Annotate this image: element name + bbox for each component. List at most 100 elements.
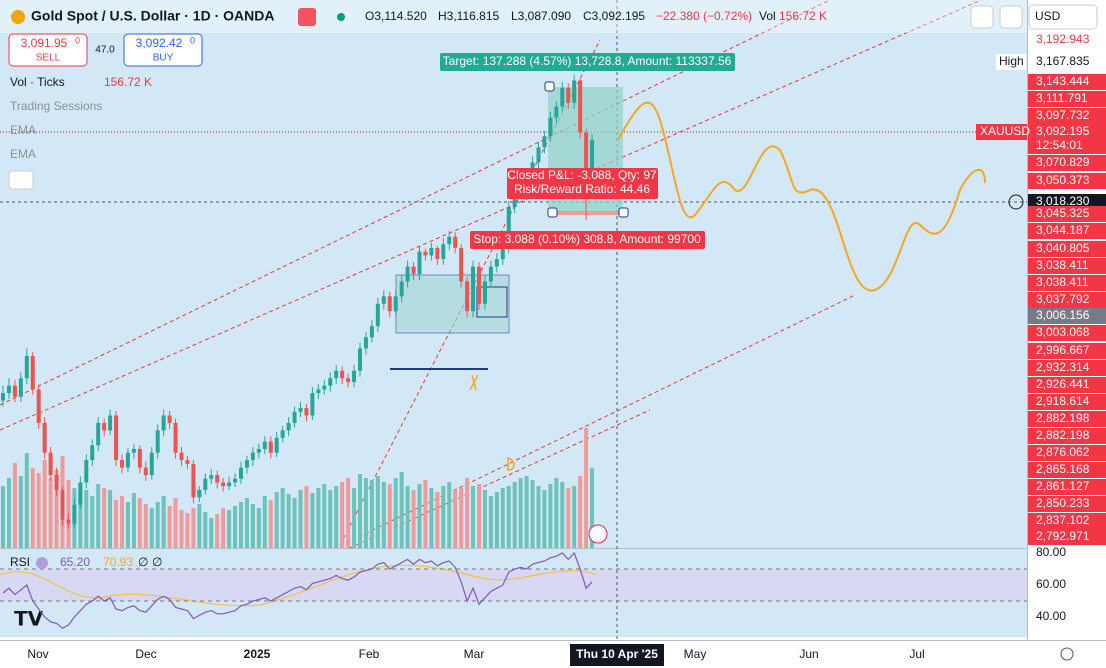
candle-body [233, 478, 238, 483]
candle-body [108, 415, 113, 431]
candle-body [352, 370, 357, 382]
volume-bar [554, 478, 559, 548]
price-label: 2,865.168 [1036, 462, 1090, 476]
time-label: 2025 [244, 647, 271, 661]
stop-label: Stop: 3.088 (0.10%) 308.8, Amount: 99700 [473, 232, 701, 246]
settings-icon[interactable] [1060, 647, 1074, 661]
price-label-bg [1028, 241, 1106, 257]
symbol-logo [11, 10, 25, 24]
time-label: Dec [135, 647, 156, 661]
rsi-line [2, 551, 593, 629]
volume-bar [227, 510, 232, 548]
volume-bar [120, 496, 124, 548]
target-label-bg [440, 53, 735, 71]
volume-bar [494, 492, 499, 548]
volume-bar [250, 504, 255, 548]
button[interactable] [970, 5, 994, 29]
alert-icon[interactable] [588, 524, 608, 544]
volume-bar [24, 453, 29, 548]
price-label-bg [1028, 394, 1106, 410]
time-axis: Nov Dec 2025 Feb Mar Thu 10 Apr '25 May Jun Jul [27, 644, 925, 666]
price-label: 3,192.943 [1036, 32, 1090, 46]
candle-body [131, 448, 136, 453]
volume-bar [18, 476, 23, 548]
volume-bar [137, 498, 142, 548]
volume-bar [1, 486, 5, 548]
indicator-label: EMA [10, 123, 36, 137]
price-label-bg [1028, 428, 1106, 444]
candle-body [465, 281, 470, 312]
price-label: 3,040.805 [1036, 241, 1090, 255]
volume-bar [542, 490, 547, 548]
ohlc-open: O3,114.520 [365, 9, 427, 23]
buy-button[interactable] [123, 33, 203, 67]
volume-bar [131, 493, 136, 548]
price-label: 3,143.444 [1036, 74, 1090, 88]
volume-bar [340, 482, 345, 548]
volume-bar [256, 508, 261, 548]
volume-bar [566, 488, 571, 548]
buy-label: BUY [153, 53, 174, 64]
price-label: 3,006.156 [1036, 308, 1090, 322]
candle-body [304, 408, 309, 416]
candle-body [114, 415, 119, 461]
candle-body [262, 441, 267, 449]
stop-label-bg [470, 231, 705, 249]
price-label-bg [1028, 206, 1106, 222]
price-label-bg [1028, 173, 1106, 189]
handle[interactable] [618, 207, 629, 218]
volume-bar [304, 486, 309, 548]
price-label-bg [1028, 258, 1106, 274]
ohlc-low: L3,087.090 [511, 9, 571, 23]
candle-body [494, 259, 499, 267]
price-label-bg [1028, 479, 1106, 495]
flag[interactable] [298, 8, 316, 26]
volume-bar [30, 468, 35, 548]
candle-body [125, 452, 130, 468]
price-axis: 3,192.943 3,167.835 3,143.444 3,111.791 3,09… [0, 32, 1106, 623]
candle-body [417, 251, 422, 274]
candle-body [328, 378, 333, 386]
collapse-button[interactable] [8, 170, 34, 190]
handle[interactable] [544, 81, 555, 92]
trend-line [339, 39, 601, 546]
volume-bar [477, 484, 481, 548]
volume-bar [6, 478, 11, 548]
price-label: 2,918.614 [1036, 394, 1090, 408]
currency-select[interactable] [1028, 4, 1098, 30]
rsi-axis-label: 40.00 [1036, 609, 1066, 623]
candle-body [477, 266, 481, 304]
candle-body [590, 139, 595, 193]
logo: 𝗧𝗩 [14, 608, 44, 630]
crosshair-plus[interactable] [1008, 194, 1024, 210]
candle-body [423, 251, 428, 256]
price-label: 3,044.187 [1036, 223, 1090, 237]
sell-button[interactable] [8, 33, 88, 67]
handle[interactable] [547, 207, 558, 218]
candle-body [435, 247, 440, 260]
sell-price: 3,091.95 [21, 36, 68, 50]
rsi-legend: 70.93 [103, 555, 133, 569]
ohlc-change: −22.380 (−0.72%) [656, 9, 752, 23]
button[interactable] [999, 5, 1023, 29]
indicator-label: Trading Sessions [10, 99, 102, 113]
price-label: 2,876.062 [1036, 445, 1090, 459]
symbol-title: Gold Spot / U.S. Dollar · 1D · OANDA [31, 8, 274, 24]
time-label: Feb [359, 647, 380, 661]
candle-body [54, 475, 59, 490]
candle-body [268, 441, 273, 453]
rr-label: Risk/Reward Ratio: 44.46 [514, 182, 650, 196]
candle-body [548, 117, 553, 137]
volume-bar [435, 492, 440, 548]
volume-bar [161, 496, 166, 548]
volume-bar [441, 486, 446, 548]
price-label: 3,037.792 [1036, 292, 1090, 306]
candle-body [72, 504, 77, 524]
volume-bar [203, 512, 208, 548]
position-labels: Target: 137.288 (4.57%) 13,728.8, Amount… [440, 53, 735, 249]
candle-body [185, 460, 190, 464]
volume-bar [191, 508, 196, 548]
candle-body [578, 80, 583, 133]
target-label: Target: 137.288 (4.57%) 13,728.8, Amount… [443, 54, 732, 68]
